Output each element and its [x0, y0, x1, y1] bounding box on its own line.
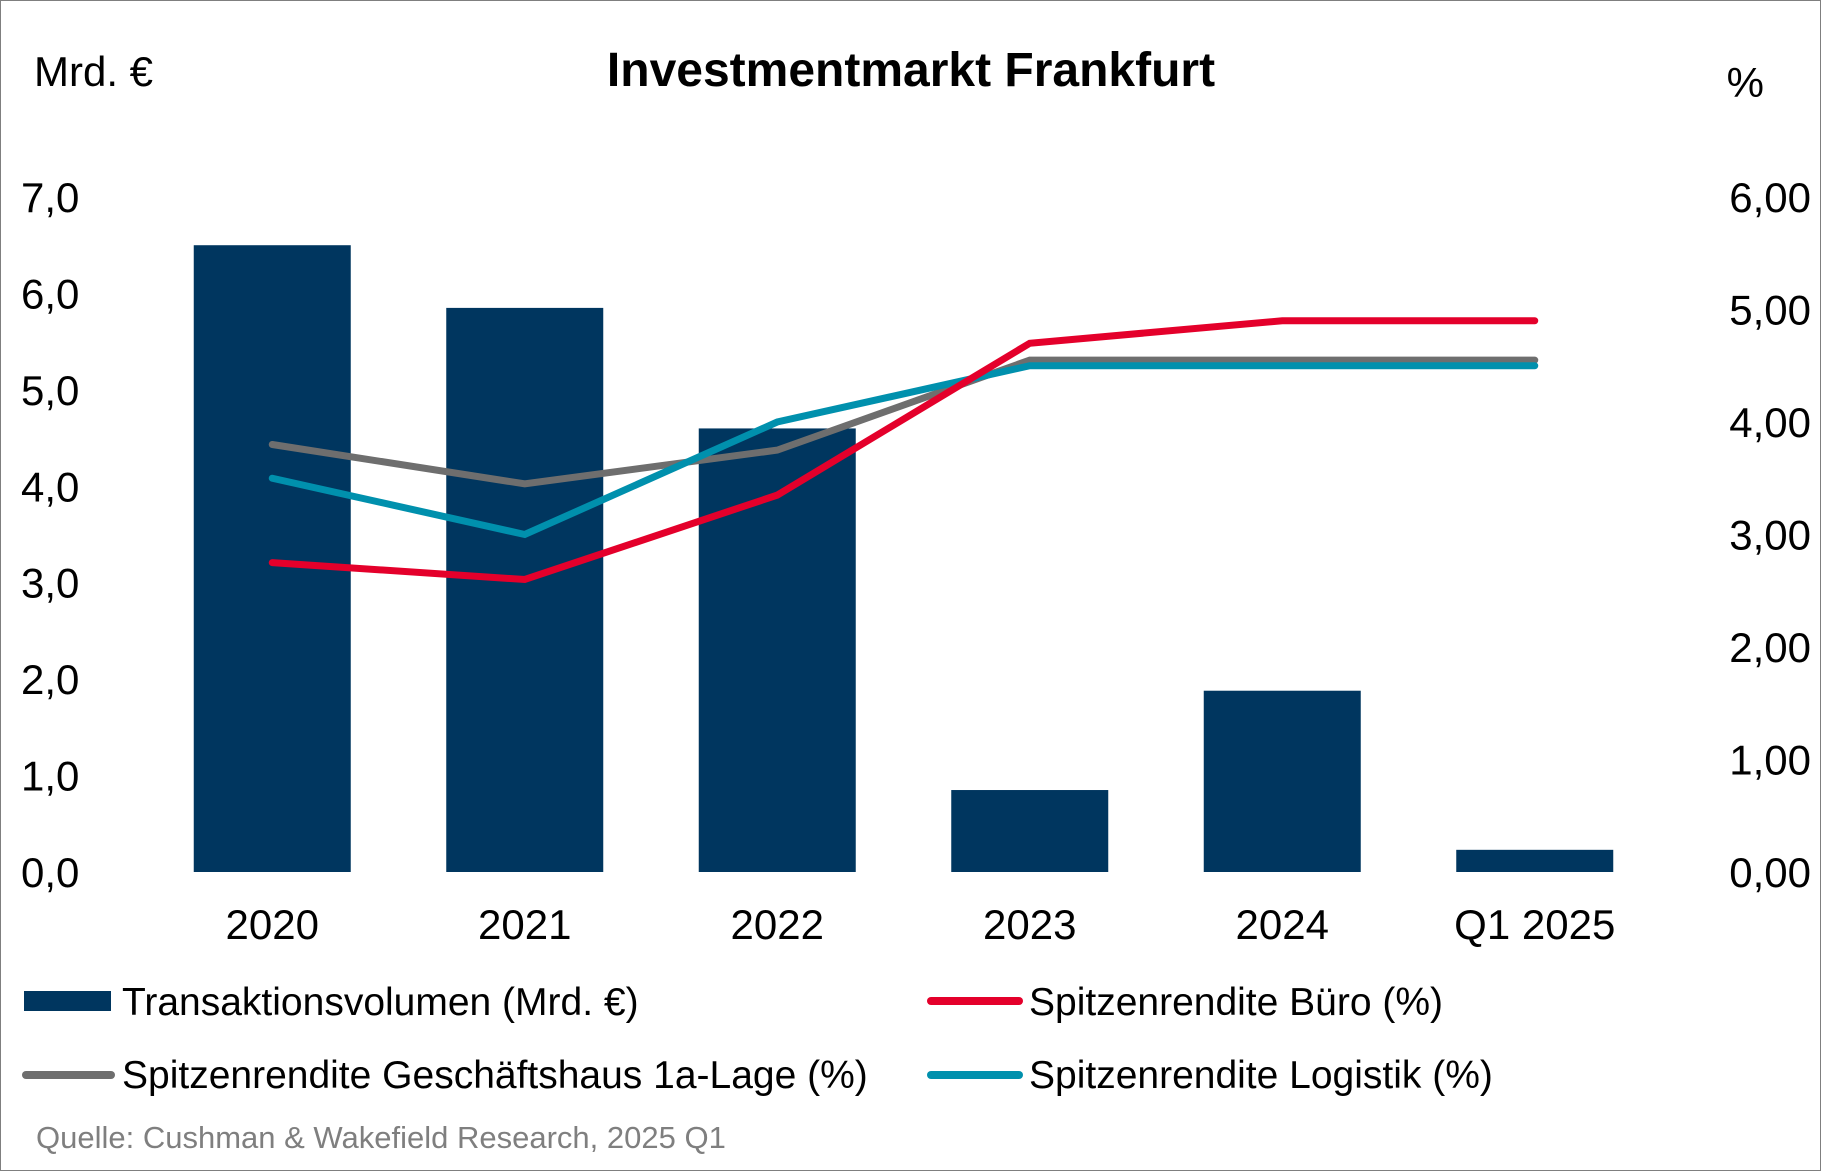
legend-label-teal: Spitzenrendite Logistik (%): [1029, 1054, 1493, 1097]
source-note: Quelle: Cushman & Wakefield Research, 20…: [36, 1120, 726, 1155]
left-tick-label: 0,0: [21, 849, 79, 896]
right-tick-label: 2,00: [1729, 624, 1811, 671]
left-tick-label: 6,0: [21, 270, 79, 317]
legend-item-red: Spitzenrendite Büro (%): [927, 981, 1443, 1024]
line-teal: [268, 362, 1539, 539]
left-tick-label: 2,0: [21, 656, 79, 703]
left-tick-label: 7,0: [21, 174, 79, 221]
bar-2021: [446, 307, 604, 873]
left-tick-label: 1,0: [21, 753, 79, 800]
x-tick-label: 2022: [731, 901, 824, 948]
legend-label-bars: Transaktionsvolumen (Mrd. €): [122, 981, 639, 1024]
x-tick-label: 2021: [478, 901, 571, 948]
right-tick-label: 1,00: [1729, 737, 1811, 784]
left-tick-label: 5,0: [21, 367, 79, 414]
line-gray: [268, 356, 1539, 488]
legend: Transaktionsvolumen (Mrd. €) Spitzenrend…: [22, 981, 1493, 1097]
bar-2020: [193, 245, 351, 872]
bar-2024: [1203, 690, 1361, 872]
right-axis-unit: %: [1727, 59, 1764, 106]
line-series-group: [268, 317, 1539, 584]
right-tick-label: 6,00: [1729, 174, 1811, 221]
x-tick-label: 2023: [983, 901, 1076, 948]
bar-q1-2025: [1456, 849, 1614, 872]
legend-item-bars: Transaktionsvolumen (Mrd. €): [24, 981, 639, 1024]
right-tick-label: 3,00: [1729, 512, 1811, 559]
line-red: [268, 317, 1539, 584]
chart-title: Investmentmarkt Frankfurt: [607, 44, 1215, 97]
right-tick-label: 4,00: [1729, 399, 1811, 446]
right-axis: 0,00 1,00 2,00 3,00 4,00 5,00 6,00: [1729, 174, 1811, 896]
bar-series: [193, 245, 1614, 873]
x-tick-label: 2020: [226, 901, 319, 948]
right-tick-label: 0,00: [1729, 849, 1811, 896]
bar-2022: [698, 428, 856, 872]
legend-label-gray: Spitzenrendite Geschäftshaus 1a-Lage (%): [122, 1054, 868, 1097]
x-axis: 2020 2021 2022 2023 2024 Q1 2025: [226, 901, 1616, 948]
legend-item-teal: Spitzenrendite Logistik (%): [927, 1054, 1493, 1097]
x-tick-label: Q1 2025: [1454, 901, 1615, 948]
x-tick-label: 2024: [1236, 901, 1329, 948]
right-tick-label: 5,00: [1729, 287, 1811, 334]
legend-item-gray: Spitzenrendite Geschäftshaus 1a-Lage (%): [22, 1054, 868, 1097]
left-tick-label: 3,0: [21, 560, 79, 607]
left-tick-label: 4,0: [21, 463, 79, 510]
bar-2023: [951, 790, 1109, 872]
left-axis-unit: Mrd. €: [34, 48, 153, 95]
legend-swatch-bars: [24, 991, 111, 1011]
left-axis: 0,0 1,0 2,0 3,0 4,0 5,0 6,0 7,0: [21, 174, 79, 896]
legend-label-red: Spitzenrendite Büro (%): [1029, 981, 1443, 1024]
